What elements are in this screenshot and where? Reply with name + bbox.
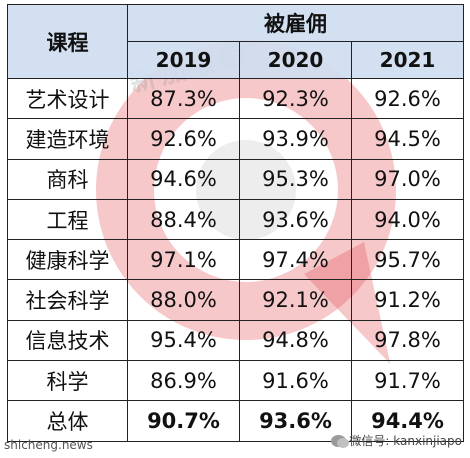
employed-header: 被雇佣 bbox=[126, 4, 465, 42]
course-label: 信息技术 bbox=[7, 319, 128, 362]
rate-cell: 92.3% bbox=[239, 77, 352, 120]
table-row: 建造环境 92.6% 93.9% 94.5% bbox=[7, 118, 465, 160]
wechat-credit: 微信号: kanxinjiapo bbox=[331, 432, 462, 449]
course-label: 社会科学 bbox=[7, 279, 128, 321]
wechat-id: 微信号: kanxinjiapo bbox=[349, 434, 462, 448]
source-watermark: shicheng.news bbox=[4, 438, 93, 452]
rate-cell: 93.6% bbox=[239, 400, 352, 442]
rate-cell: 97.0% bbox=[350, 158, 465, 200]
rate-cell: 88.0% bbox=[127, 279, 240, 321]
rate-cell: 92.6% bbox=[127, 118, 240, 160]
rate-cell: 94.4% bbox=[350, 400, 465, 442]
course-label: 艺术设计 bbox=[7, 77, 128, 120]
rate-cell: 91.6% bbox=[239, 360, 352, 402]
course-label: 总体 bbox=[7, 400, 128, 442]
rate-cell: 93.9% bbox=[239, 118, 352, 160]
table-row: 社会科学 88.0% 92.1% 91.2% bbox=[7, 279, 465, 321]
header-row-2: 2019 2020 2021 bbox=[8, 41, 465, 79]
rate-cell: 94.8% bbox=[239, 319, 352, 362]
course-label: 健康科学 bbox=[7, 239, 128, 281]
rate-cell: 87.3% bbox=[127, 77, 240, 120]
rate-cell: 92.1% bbox=[239, 279, 352, 321]
table-row: 信息技术 95.4% 94.8% 97.8% bbox=[7, 319, 465, 362]
course-label: 工程 bbox=[7, 198, 128, 241]
rate-cell: 95.3% bbox=[239, 158, 352, 200]
year-header: 2019 bbox=[127, 41, 240, 79]
rate-cell: 95.4% bbox=[127, 319, 240, 362]
wechat-icon bbox=[331, 434, 350, 448]
rate-cell: 94.6% bbox=[127, 158, 240, 200]
rate-cell: 92.6% bbox=[350, 77, 465, 120]
rate-cell: 97.1% bbox=[127, 239, 240, 281]
course-header: 课程 bbox=[7, 4, 128, 79]
rate-cell: 95.7% bbox=[350, 239, 465, 281]
rate-cell: 91.2% bbox=[350, 279, 465, 321]
rate-cell: 86.9% bbox=[127, 360, 240, 402]
header-row-1: 课程 被雇佣 bbox=[7, 4, 465, 79]
table-row: 商科 94.6% 95.3% 97.0% bbox=[7, 158, 465, 200]
table-row: 工程 88.4% 93.6% 94.0% bbox=[7, 198, 465, 241]
total-row: 总体 90.7% 93.6% 94.4% bbox=[7, 400, 465, 442]
rate-cell: 94.0% bbox=[350, 198, 465, 241]
rate-cell: 93.6% bbox=[239, 198, 352, 241]
rate-cell: 90.7% bbox=[127, 400, 240, 442]
rate-cell: 94.5% bbox=[350, 118, 465, 160]
rate-cell: 97.4% bbox=[239, 239, 352, 281]
rate-cell: 91.7% bbox=[350, 360, 465, 402]
rate-cell: 97.8% bbox=[350, 319, 465, 362]
employment-table: 课程 被雇佣 2019 2020 2021 艺术设计 87.3% 92.3% 9… bbox=[7, 4, 465, 442]
table-row: 科学 86.9% 91.6% 91.7% bbox=[7, 360, 465, 402]
course-label: 建造环境 bbox=[7, 118, 128, 160]
table-row: 艺术设计 87.3% 92.3% 92.6% bbox=[7, 77, 465, 120]
rate-cell: 88.4% bbox=[127, 198, 240, 241]
course-label: 商科 bbox=[7, 158, 128, 200]
table-row: 健康科学 97.1% 97.4% 95.7% bbox=[7, 239, 465, 281]
year-header: 2020 bbox=[239, 41, 352, 79]
course-label: 科学 bbox=[7, 360, 128, 402]
year-header: 2021 bbox=[350, 41, 465, 79]
